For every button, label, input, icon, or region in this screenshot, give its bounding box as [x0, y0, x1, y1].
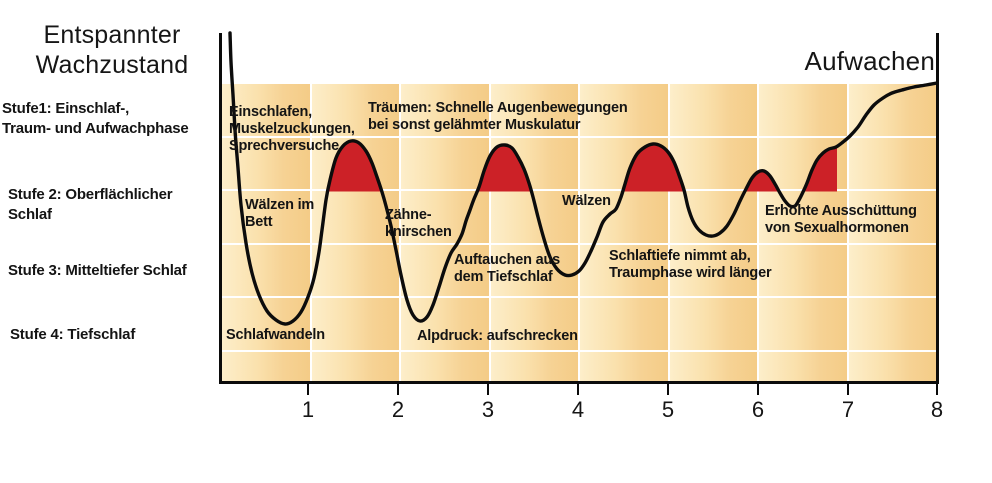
x-tick-label: 1: [301, 397, 315, 422]
x-tick-label: 5: [661, 397, 675, 422]
right-border-line: [936, 33, 939, 384]
y-axis-line: [219, 33, 222, 384]
x-axis-line: [219, 381, 939, 384]
annotation-line: knirschen: [385, 224, 452, 240]
x-tick-label: 6: [751, 397, 765, 422]
annotation-line: Bett: [245, 214, 273, 230]
stage-2-label: Stufe 2: Oberflächlicher Schlaf: [8, 185, 173, 225]
relaxed-wake-line2: Wachzustand: [35, 51, 189, 79]
x-tick-7: [847, 384, 849, 395]
annotation-line: dem Tiefschlaf: [454, 269, 553, 285]
x-tick-1: [307, 384, 309, 395]
x-tick-4: [577, 384, 579, 395]
x-tick-label: 4: [571, 397, 585, 422]
annotation-sleepwalking: Schlafwandeln: [226, 327, 325, 343]
stage-1-line1: Stufe1: Einschlaf-,: [2, 100, 130, 117]
annotation-falling-asleep: Einschlafen, Muskelzuckungen, Sprechvers…: [229, 104, 355, 155]
x-tick-5: [667, 384, 669, 395]
annotation-line: Erhöhte Ausschüttung: [765, 203, 917, 219]
annotation-line: von Sexualhormonen: [765, 220, 909, 236]
annotation-line: Wälzen im: [245, 197, 315, 213]
stage-2-line1: Stufe 2: Oberflächlicher: [8, 186, 173, 203]
x-tick-6: [757, 384, 759, 395]
x-tick-2: [397, 384, 399, 395]
annotation-sleep-depth-decreases: Schlaftiefe nimmt ab, Traumphase wird lä…: [609, 248, 772, 282]
annotation-line: Muskelzuckungen,: [229, 121, 355, 137]
annotation-line: Schlaftiefe nimmt ab,: [609, 248, 751, 264]
x-tick-3: [487, 384, 489, 395]
annotation-nightmare: Alpdruck: aufschrecken: [417, 328, 578, 344]
annotation-surfacing-from-deep-sleep: Auftauchen aus dem Tiefschlaf: [454, 252, 560, 286]
stage-4-label: Stufe 4: Tiefschlaf: [10, 326, 136, 343]
annotation-tossing: Wälzen: [562, 193, 611, 209]
annotation-teeth-grinding: Zähne- knirschen: [385, 207, 452, 241]
annotation-line: bei sonst gelähmter Muskulatur: [368, 117, 581, 133]
stage-1-line2: Traum- und Aufwachphase: [2, 120, 189, 137]
x-tick-label: 8: [930, 397, 944, 422]
stage-gridline-2: [222, 189, 936, 191]
x-tick-label: 7: [841, 397, 855, 422]
annotation-tossing-in-bed: Wälzen im Bett: [245, 197, 314, 231]
stage-gridline-4: [222, 296, 936, 298]
stage-3-label: Stufe 3: Mitteltiefer Schlaf: [8, 262, 187, 279]
stage-gridline-5: [222, 350, 936, 352]
annotation-sex-hormones: Erhöhte Ausschüttung von Sexualhormonen: [765, 203, 917, 237]
stage-1-label: Stufe1: Einschlaf-, Traum- und Aufwachph…: [2, 99, 189, 139]
relaxed-wake-line1: Entspannter: [43, 21, 181, 49]
stage-2-line2: Schlaf: [8, 206, 52, 223]
x-tick-label: 3: [481, 397, 495, 422]
x-tick-8: [936, 384, 938, 395]
relaxed-wake-state-label: Entspannter Wachzustand: [22, 20, 202, 80]
annotation-line: Sprechversuche: [229, 138, 340, 154]
hour-stripe: [667, 84, 757, 381]
wake-up-label: Aufwachen: [804, 46, 935, 76]
stage-gridline-3: [222, 243, 936, 245]
x-tick-label: 2: [391, 397, 405, 422]
annotation-line: Auftauchen aus: [454, 252, 560, 268]
annotation-line: Einschlafen,: [229, 104, 313, 120]
annotation-line: Zähne-: [385, 207, 432, 223]
annotation-line: Träumen: Schnelle Augenbewegungen: [368, 100, 628, 116]
annotation-line: Traumphase wird länger: [609, 265, 772, 281]
annotation-dreaming-rem: Träumen: Schnelle Augenbewegungen bei so…: [368, 100, 628, 134]
